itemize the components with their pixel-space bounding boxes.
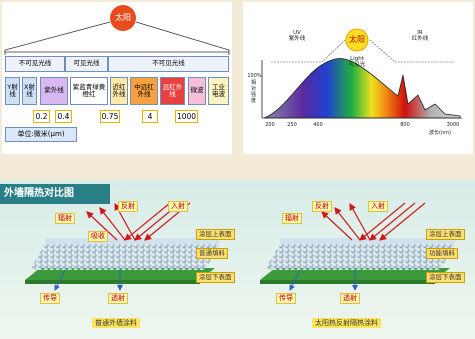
spectrum-curve <box>263 58 461 119</box>
caption: 普通外墙涂料 <box>92 318 140 328</box>
region-code: IR <box>417 30 423 36</box>
label-reflection: 反射 <box>118 201 138 212</box>
group-label: 可见光线 <box>65 56 108 72</box>
boundary: 4 <box>142 110 158 123</box>
sun-label: 太阳 <box>115 13 131 22</box>
x-tick-label: 250 <box>287 122 297 128</box>
section-title: 外墙隔热对比图 <box>4 188 74 199</box>
label-top-surface: 涂层上表面 <box>426 229 465 240</box>
boundary: 0.4 <box>55 110 72 123</box>
label-conduction: 传导 <box>40 293 60 304</box>
sun <box>110 5 136 31</box>
boundary: 0.2 <box>33 110 50 123</box>
label-incidence: 入射 <box>168 201 188 212</box>
label-radiation: 辐射 <box>55 213 75 224</box>
unit: 单位:微米(μm) <box>5 127 77 142</box>
region-name: 可见光 <box>348 62 366 68</box>
x-title: 波长(nm) <box>429 130 451 136</box>
band: 工业电波 <box>208 77 229 105</box>
region-code: Light <box>350 56 364 62</box>
x-tick-label: 200 <box>265 122 275 128</box>
label-transmission: 透射 <box>108 293 128 304</box>
band: 紫蓝青绿黄橙红 <box>70 77 108 105</box>
region-name: 紫外线 <box>288 36 306 42</box>
label-reflection: 反射 <box>312 201 332 212</box>
label-filler: 普通填料 <box>196 248 228 259</box>
label-conduction: 传导 <box>276 293 296 304</box>
band: 紫外线 <box>40 77 68 105</box>
boundary: 1000 <box>175 110 198 123</box>
label-bottom-surface: 涂层下表面 <box>196 272 235 283</box>
sun <box>345 28 369 52</box>
band: 微波 <box>188 77 206 105</box>
label-top-surface: 涂层上表面 <box>196 229 235 240</box>
band: 远红外线 <box>160 77 185 105</box>
band: 中远红外线 <box>130 77 158 105</box>
x-tick-label: 3000 <box>446 122 460 128</box>
label-radiation: 辐射 <box>282 213 302 224</box>
title-bar <box>0 184 110 204</box>
band: X射线 <box>22 77 37 105</box>
boundary: 0.75 <box>100 110 120 123</box>
x-tick-label: 400 <box>313 122 323 128</box>
group-label: 不可见光线 <box>5 56 65 72</box>
label-transmission: 透射 <box>340 293 360 304</box>
label-filler: 功能填料 <box>426 248 458 259</box>
region-code: UV <box>293 30 301 36</box>
x-tick-label: 800 <box>400 122 410 128</box>
band: 近红外线 <box>110 77 128 105</box>
y-label: 100% <box>247 73 262 79</box>
y-title: 相对强度 <box>250 80 256 104</box>
sun-label: 太阳 <box>349 35 365 44</box>
band: Y射线 <box>5 77 20 105</box>
group-label: 不可见光线 <box>108 56 229 72</box>
label-bottom-surface: 涂层下表面 <box>426 272 465 283</box>
region-name: 红外线 <box>411 36 429 42</box>
caption: 太阳热反射隔热涂料 <box>312 318 381 328</box>
label-incidence: 入射 <box>368 201 388 212</box>
label-absorption: 吸收 <box>88 231 108 242</box>
